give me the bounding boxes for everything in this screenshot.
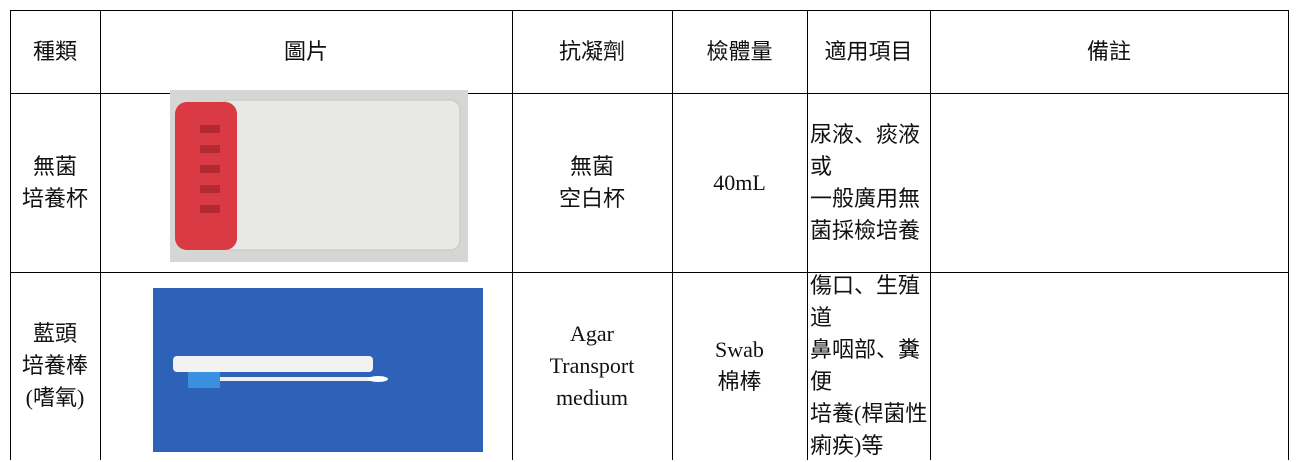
header-cell: 適用項目 — [807, 10, 930, 93]
volume-cell: Swab 棉棒 — [672, 272, 807, 460]
cell-text: 傷口、生殖道 — [810, 273, 921, 330]
cell-text: 種類 — [32, 38, 77, 64]
border — [672, 10, 673, 460]
cell-text: medium — [555, 385, 629, 410]
cell-text: Agar — [570, 321, 614, 346]
header-cell: 圖片 — [100, 10, 512, 93]
volume-cell: 40mL — [672, 93, 807, 272]
border — [1288, 10, 1289, 460]
border — [10, 10, 11, 460]
header-cell: 備註 — [930, 10, 1288, 93]
cell-text: Transport — [549, 353, 635, 378]
cell-text: 尿液、痰液或 — [810, 121, 921, 179]
cup-image — [170, 90, 468, 262]
cell-text: 40mL — [713, 169, 766, 195]
usage-cell: 尿液、痰液或一般廣用無菌採檢培養 — [807, 93, 933, 272]
border — [512, 10, 513, 460]
border — [10, 10, 1289, 11]
cell-text: 一般廣用無 — [810, 185, 921, 211]
cell-text: 痢疾)等 — [810, 433, 884, 458]
cell-text: 棉棒 — [717, 369, 762, 394]
cell-text: 備註 — [1086, 38, 1131, 64]
cell-text: 培養杯 — [21, 185, 88, 211]
swab-image — [153, 288, 483, 452]
anticoagulant-cell: 無菌 空白杯 — [512, 93, 672, 272]
cell-text: 無菌 — [32, 153, 77, 179]
border — [930, 10, 931, 460]
usage-cell: 傷口、生殖道 鼻咽部、糞便培養(桿菌性 痢疾)等 — [807, 272, 933, 460]
cell-text: 適用項目 — [824, 38, 913, 64]
header-cell: 檢體量 — [672, 10, 807, 93]
header-cell: 抗凝劑 — [512, 10, 672, 93]
cell-text: 檢體量 — [706, 38, 773, 64]
cell-text: 圖片 — [283, 38, 328, 64]
anticoagulant-cell: Agar Transport medium — [512, 272, 672, 460]
cell-text: Swab — [715, 337, 764, 362]
header-cell: 種類 — [10, 10, 100, 93]
cell-text: 藍頭 — [32, 321, 77, 346]
border — [100, 10, 101, 460]
cell-text: 培養(桿菌性 — [810, 401, 928, 426]
cell-text: 空白杯 — [558, 185, 625, 211]
border — [10, 93, 1289, 94]
cell-text: 菌採檢培養 — [810, 217, 921, 243]
cell-text: 無菌 — [569, 153, 614, 179]
type-cell: 無菌 培養杯 — [10, 93, 100, 272]
border — [10, 272, 1289, 273]
cell-text: 鼻咽部、糞便 — [810, 337, 921, 394]
cell-text: 抗凝劑 — [558, 38, 625, 64]
type-cell: 藍頭培養棒 (嗜氧) — [10, 272, 100, 460]
cell-text: (嗜氧) — [25, 385, 85, 410]
border — [807, 10, 808, 460]
cell-text: 培養棒 — [21, 353, 88, 378]
